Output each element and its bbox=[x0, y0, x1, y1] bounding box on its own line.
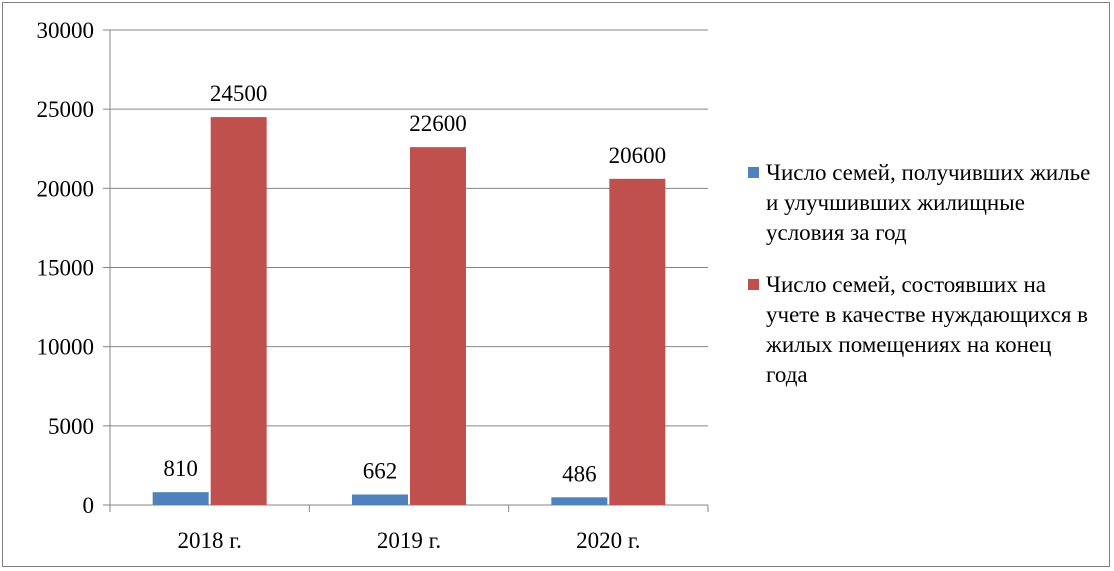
y-tick-label: 20000 bbox=[37, 176, 95, 201]
y-tick-label: 25000 bbox=[37, 97, 95, 122]
data-label: 22600 bbox=[409, 111, 467, 136]
bars bbox=[152, 117, 666, 506]
data-label: 486 bbox=[562, 461, 597, 486]
bar-families-waiting bbox=[609, 178, 666, 506]
gridlines bbox=[110, 29, 708, 427]
bar-families-waiting bbox=[210, 117, 267, 505]
bar-families-housed bbox=[152, 492, 209, 505]
data-label: 662 bbox=[363, 459, 398, 484]
legend-swatch bbox=[748, 167, 759, 178]
x-category-label: 2019 г. bbox=[377, 528, 441, 553]
y-tick-label: 5000 bbox=[48, 414, 94, 439]
y-tick-label: 30000 bbox=[37, 18, 95, 43]
y-tick-label: 0 bbox=[83, 493, 95, 518]
legend: Число семей, получивших жилье и улучшивш… bbox=[748, 158, 1098, 412]
x-category-label: 2018 г. bbox=[177, 528, 241, 553]
axes bbox=[103, 29, 709, 512]
labels: 0 5000 10000 15000 20000 25000 30000 810 24500 20… bbox=[37, 18, 667, 553]
y-tick-label: 10000 bbox=[37, 335, 95, 360]
data-label: 20600 bbox=[609, 143, 667, 168]
bar-families-housed bbox=[352, 494, 408, 505]
legend-label: Число семей, получивших жилье и улучшивш… bbox=[766, 160, 1091, 245]
data-label: 24500 bbox=[210, 81, 268, 106]
legend-swatch bbox=[748, 279, 759, 290]
legend-item: Число семей, получивших жилье и улучшивш… bbox=[748, 158, 1098, 248]
legend-item: Число семей, состоявших на учете в качес… bbox=[748, 270, 1098, 390]
data-label: 810 bbox=[163, 456, 198, 481]
y-tick-label: 15000 bbox=[37, 256, 95, 281]
bar-families-housed bbox=[551, 497, 608, 505]
bar-families-waiting bbox=[410, 147, 466, 505]
legend-label: Число семей, состоявших на учете в качес… bbox=[766, 272, 1089, 387]
x-category-label: 2020 г. bbox=[576, 528, 640, 553]
